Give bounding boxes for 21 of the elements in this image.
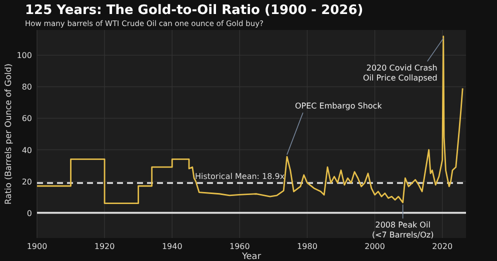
y-tick-label: 40 [22,146,32,155]
y-axis-title: Ratio (Barrels per Ounce of Gold) [4,64,14,204]
x-tick-label: 1920 [94,242,115,251]
x-tick-label: 2000 [364,242,385,251]
y-tick-label: 20 [22,177,32,186]
x-tick-label: 1940 [162,242,182,251]
line-series [37,36,464,204]
y-tick-label: 80 [22,82,32,92]
x-tick-label: 1980 [297,242,318,251]
annotation: OPEC Embargo Shock [294,102,382,111]
y-tick-label: 0 [26,208,32,218]
y-tick-label: 60 [22,114,32,124]
annotation: 2008 Peak Oil (<7 Barrels/Oz) [372,220,434,240]
x-tick-label: 2020 [432,242,453,251]
x-tick-label: 1960 [229,242,250,251]
x-tick-label: 1900 [26,242,48,251]
y-tick-label: 100 [16,51,32,60]
annotation: 2020 Covid Crash Oil Price Collapsed [362,63,438,82]
ref-line-label: Historical Mean: 18.9x [194,172,285,182]
x-axis-title: Year [240,252,262,261]
chart-title: 125 Years: The Gold-to-Oil Ratio (1900 - 2026) [25,3,364,18]
